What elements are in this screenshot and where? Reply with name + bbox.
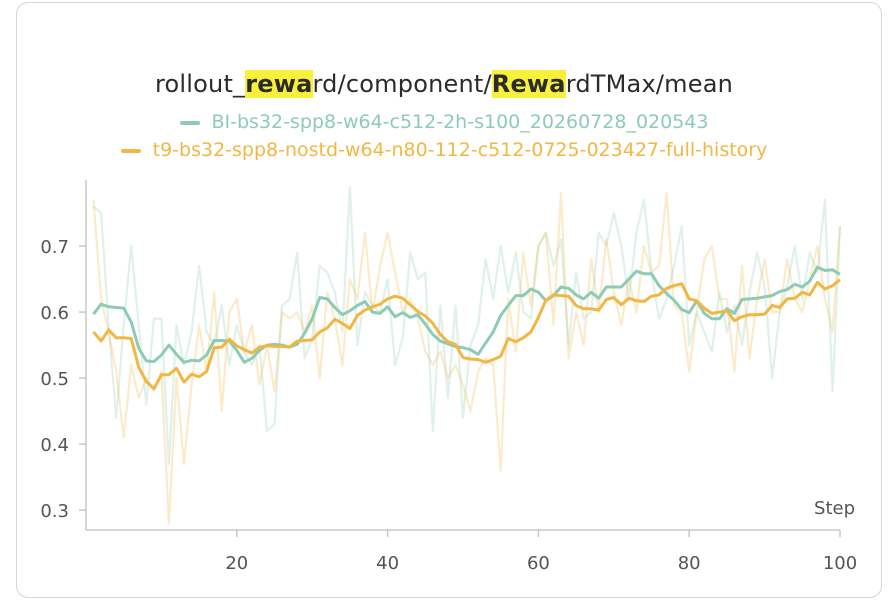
series-2-raw-line (92, 192, 842, 525)
title-part-1: rewa (245, 70, 313, 98)
series-1-smooth (92, 265, 841, 364)
series-2 (92, 192, 842, 525)
legend-swatch-1 (179, 120, 200, 125)
chart-panel (16, 2, 882, 598)
y-tick-label: 0.3 (40, 501, 69, 522)
x-tick-label: 80 (678, 553, 701, 574)
x-tick-label: 40 (376, 553, 399, 574)
legend-swatch-2 (120, 148, 141, 153)
title-part-4: rdTMax/mean (565, 70, 734, 98)
legend-label-1: BI-bs32-spp8-w64-c512-2h-s100_20260728_0… (211, 111, 709, 133)
series-1-raw-line (92, 185, 842, 466)
chart-title: rollout_reward/component/RewardTMax/mean (0, 70, 888, 98)
series-2-smooth (92, 278, 841, 391)
series-2-smoothed-line (92, 278, 841, 391)
legend-entry-1[interactable]: BI-bs32-spp8-w64-c512-2h-s100_20260728_0… (0, 111, 888, 133)
x-tick-label: 60 (527, 553, 550, 574)
series-1-smoothed-line (92, 265, 841, 364)
legend-entry-2[interactable]: t9-bs32-spp8-nostd-w64-n80-112-c512-0725… (0, 139, 888, 161)
legend-label-2: t9-bs32-spp8-nostd-w64-n80-112-c512-0725… (152, 139, 768, 161)
x-axis-label: Step (814, 498, 855, 519)
x-tick-label: 20 (225, 553, 248, 574)
title-part-2: rd/component/ (312, 70, 492, 98)
x-tick-label: 100 (823, 553, 857, 574)
y-tick-label: 0.4 (40, 435, 69, 456)
y-tick-label: 0.6 (40, 303, 69, 324)
title-part-0: rollout_ (154, 70, 246, 98)
title-part-3: Rewa (491, 70, 566, 98)
series-1 (92, 185, 842, 466)
y-tick-label: 0.5 (40, 369, 69, 390)
y-tick-label: 0.7 (40, 237, 69, 258)
